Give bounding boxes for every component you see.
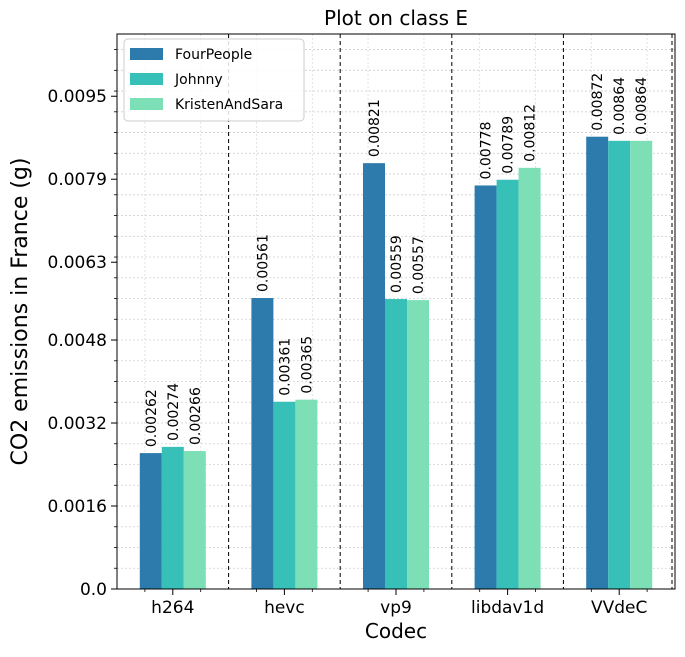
- bar-kristenandsara-vvdec: [630, 140, 653, 589]
- legend-label: Johnny: [174, 72, 223, 88]
- data-label: 0.00365: [299, 336, 315, 394]
- legend-swatch: [130, 48, 163, 60]
- data-label: 0.00821: [367, 99, 383, 157]
- data-label: 0.00561: [255, 234, 271, 292]
- y-tick-label: 0.0095: [48, 87, 107, 107]
- data-label: 0.00559: [389, 235, 405, 293]
- y-tick-label: 0.0063: [48, 253, 107, 273]
- y-tick-label: 0.0032: [48, 414, 107, 434]
- bar-kristenandsara-h264: [183, 451, 206, 589]
- data-label: 0.00274: [166, 383, 182, 441]
- x-tick-label: VVdeC: [591, 598, 647, 618]
- legend-label: FourPeople: [175, 47, 252, 63]
- data-label: 0.00789: [501, 116, 517, 174]
- bar-fourpeople-hevc: [251, 298, 274, 589]
- data-label: 0.00778: [479, 122, 495, 180]
- data-label: 0.00864: [612, 77, 628, 135]
- data-label: 0.00361: [277, 338, 293, 396]
- data-label: 0.00557: [411, 236, 427, 294]
- legend-label: KristenAndSara: [175, 97, 283, 113]
- legend-swatch: [130, 73, 163, 85]
- y-axis-label: CO2 emissions in France (g): [8, 158, 33, 466]
- bar-fourpeople-vvdec: [586, 136, 609, 589]
- data-label: 0.00872: [590, 73, 606, 131]
- x-tick-label: hevc: [264, 598, 305, 618]
- y-tick-label: 0.0: [80, 580, 107, 600]
- y-tick-label: 0.0079: [48, 170, 107, 190]
- data-label: 0.00262: [144, 389, 160, 447]
- bar-johnny-vvdec: [608, 140, 631, 589]
- chart-title: Plot on class E: [324, 6, 468, 30]
- bar-johnny-h264: [161, 446, 184, 589]
- bar-kristenandsara-vp9: [407, 300, 429, 589]
- bars-layer: [139, 136, 653, 590]
- x-tick-label: vp9: [380, 598, 412, 618]
- y-tick-label: 0.0048: [48, 331, 107, 351]
- y-tick-label: 0.0016: [48, 497, 107, 517]
- x-axis-label: Codec: [365, 619, 427, 643]
- bar-fourpeople-vp9: [363, 163, 385, 589]
- legend: FourPeople Johnny KristenAndSara: [123, 38, 305, 122]
- x-tick-label: h264: [151, 598, 194, 618]
- legend-swatch: [130, 98, 163, 110]
- data-labels-layer: 0.00262 0.00274 0.00266 0.00561 0.00361 0.003…: [144, 73, 650, 447]
- x-axis: h264 hevc vp9 libdav1d VVdeC: [144, 589, 648, 618]
- bar-johnny-hevc: [273, 401, 296, 589]
- bar-johnny-libdav1d: [496, 179, 519, 590]
- bar-fourpeople-libdav1d: [474, 185, 497, 589]
- x-tick-label: libdav1d: [471, 598, 544, 618]
- y-axis: 0.0 0.0016 0.0032 0.0048 0.0063 0.0079 0.0095: [48, 49, 117, 600]
- bar-fourpeople-h264: [139, 453, 162, 589]
- data-label: 0.00812: [523, 104, 539, 162]
- data-label: 0.00864: [634, 77, 650, 135]
- bar-kristenandsara-libdav1d: [518, 167, 541, 589]
- data-label: 0.00266: [188, 387, 204, 445]
- legend-box: [123, 38, 305, 122]
- bar-johnny-vp9: [385, 299, 407, 589]
- separators-layer: [228, 34, 673, 589]
- bar-kristenandsara-hevc: [295, 399, 318, 589]
